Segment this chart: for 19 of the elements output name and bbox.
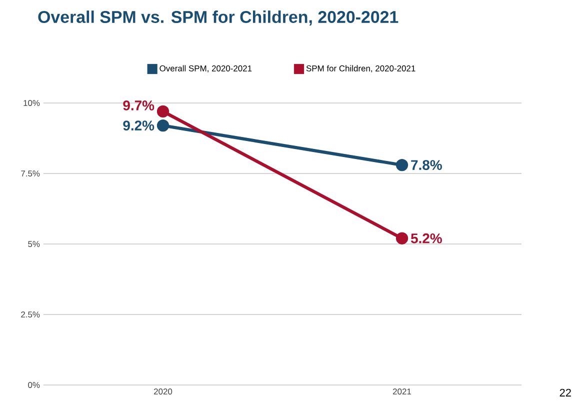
data-label: 9.2% — [123, 120, 154, 130]
data-label: 9.7% — [123, 100, 154, 110]
point — [396, 158, 408, 172]
y-tick-label: 7.5% — [21, 170, 40, 176]
point — [156, 119, 170, 132]
data-label: 5.2% — [410, 233, 442, 244]
x-tick-label: 2021 — [393, 388, 412, 395]
y-tick-label: 10% — [24, 100, 40, 106]
point — [156, 105, 170, 118]
chart-title: Overall SPM vs. SPM for Children, 2020-2021 — [38, 10, 398, 26]
data-label: 7.8% — [411, 160, 442, 170]
legend-label: Overall SPM, 2020-2021 — [160, 65, 252, 72]
y-tick-label: 2.5% — [21, 312, 40, 318]
y-tick-label: 5% — [28, 241, 40, 247]
point — [396, 232, 408, 244]
legend-label: SPM for Children, 2020-2021 — [306, 65, 416, 72]
y-tick-label: 0% — [28, 382, 40, 388]
text: 22 — [560, 388, 571, 396]
x-tick-label: 2020 — [154, 388, 172, 395]
